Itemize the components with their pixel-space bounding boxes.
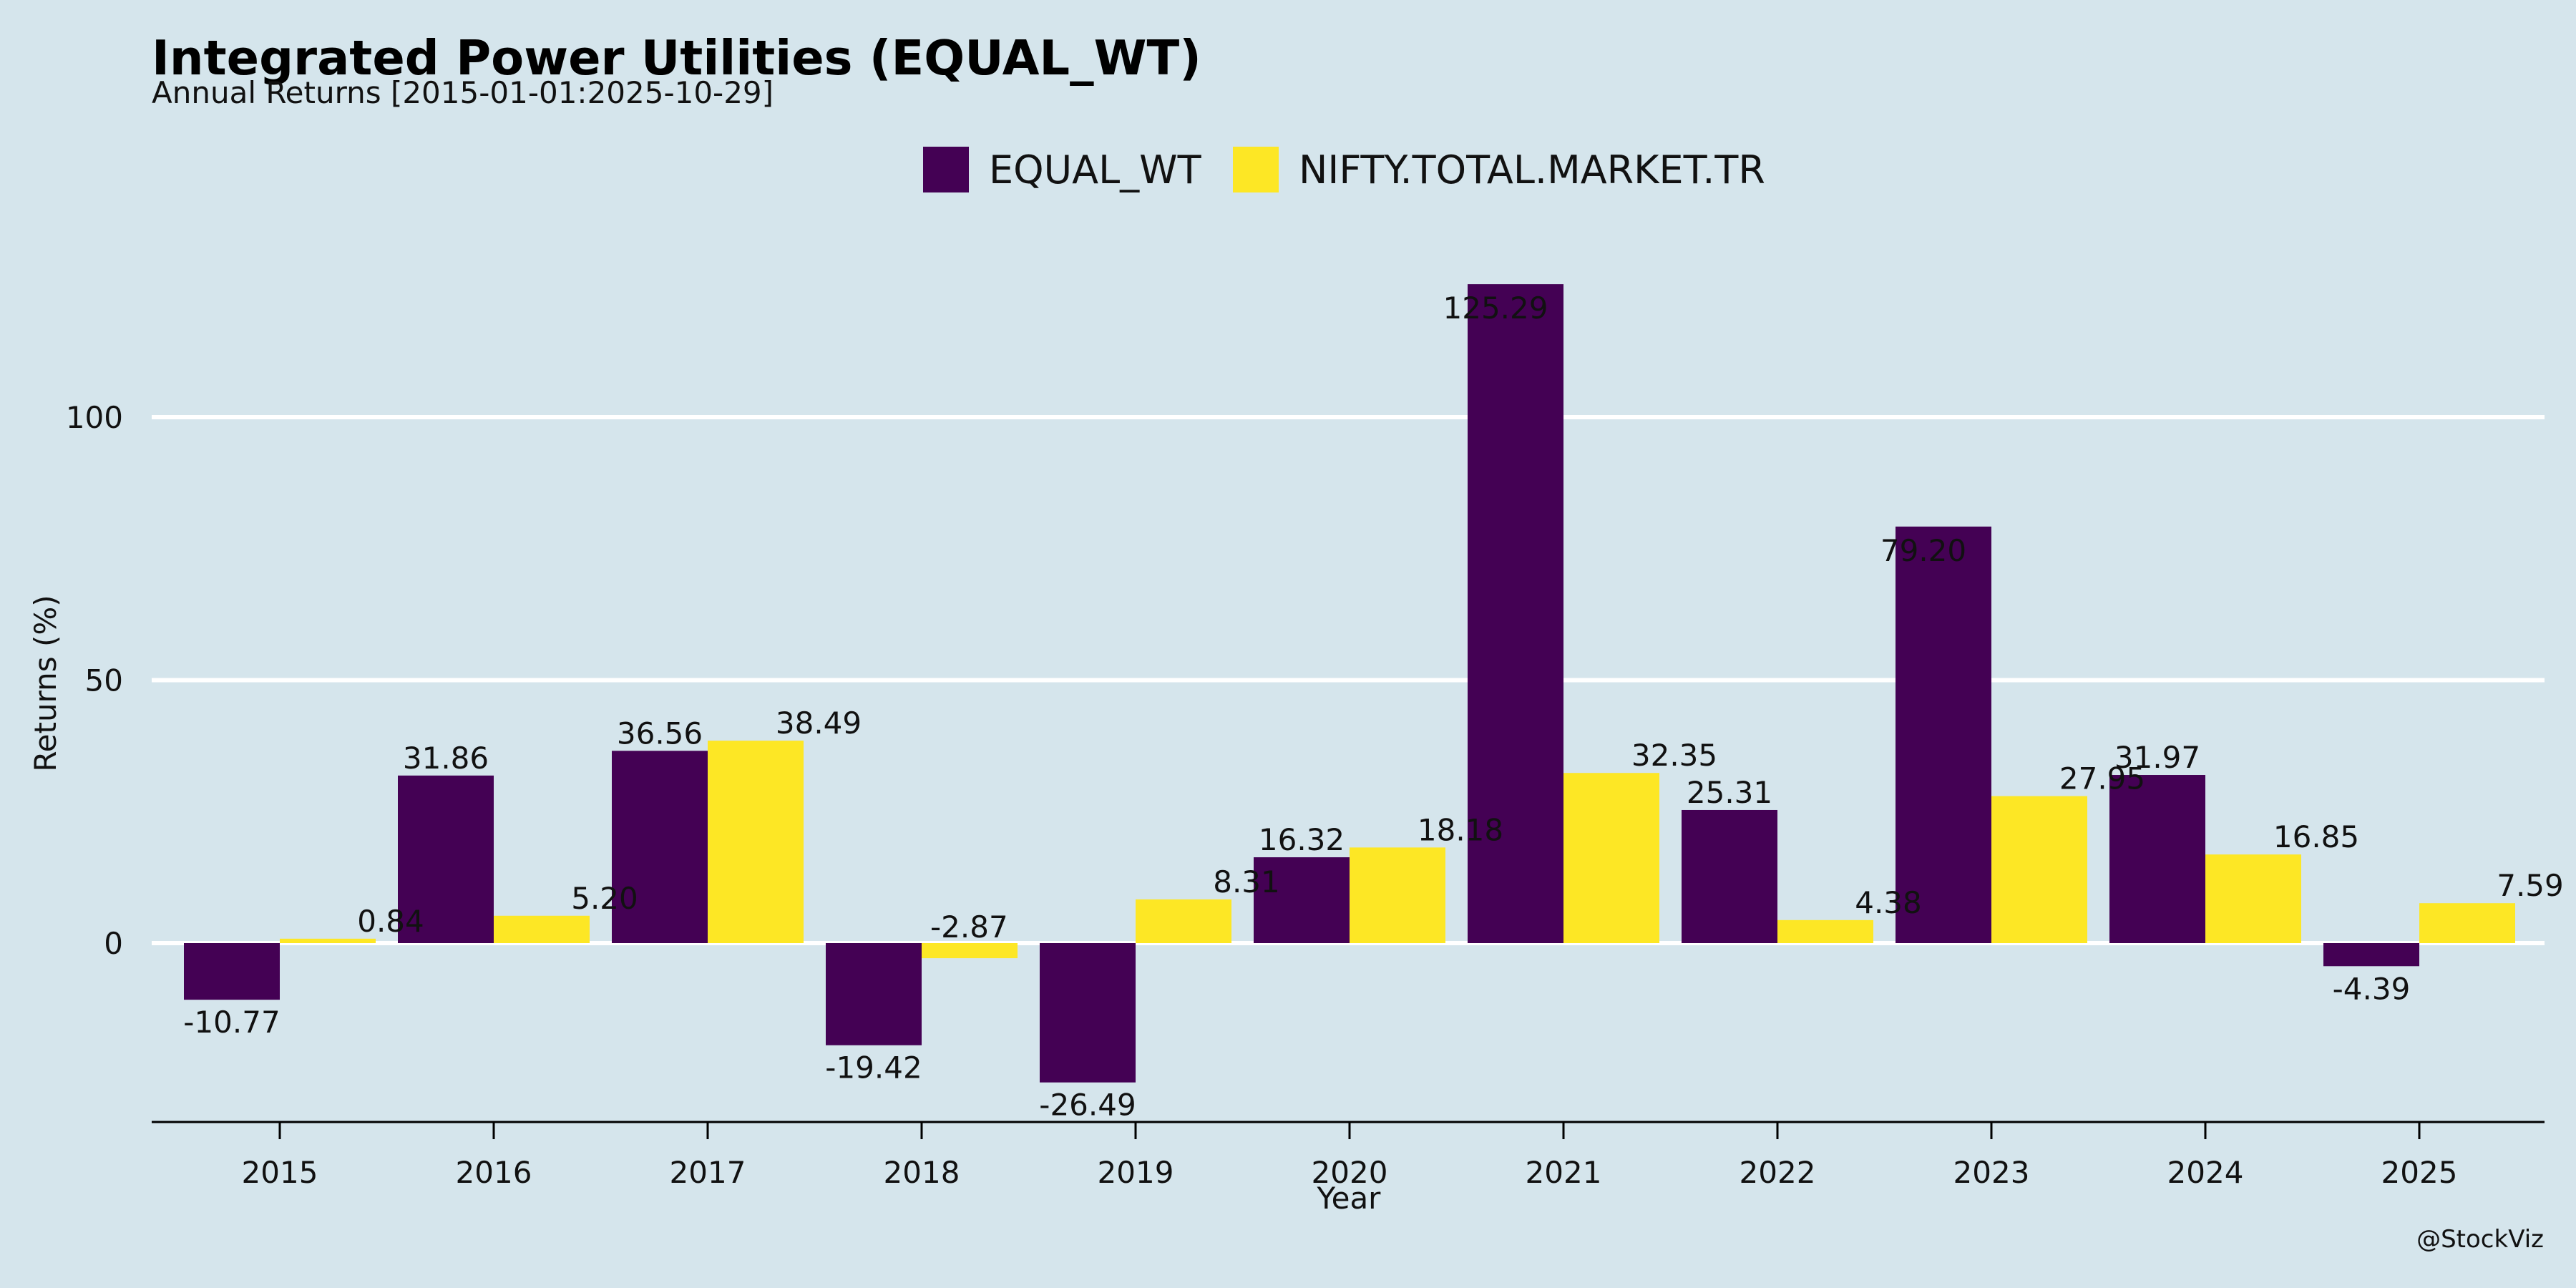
data-label-nifty-2018: -2.87 xyxy=(930,909,1008,945)
data-label-nifty-2015: 0.84 xyxy=(357,904,424,939)
x-tick-label-2023: 2023 xyxy=(1953,1155,2030,1190)
x-tick-label-2021: 2021 xyxy=(1526,1155,1602,1190)
data-label-nifty-2021: 32.35 xyxy=(1631,738,1717,773)
x-tick-label-2022: 2022 xyxy=(1740,1155,1816,1190)
legend-label-equal-wt: EQUAL_WT xyxy=(989,147,1202,192)
bar-nifty-2020 xyxy=(1350,847,1445,943)
data-label-equal-wt-2023: 79.20 xyxy=(1880,533,1966,568)
data-label-nifty-2024: 16.85 xyxy=(2273,819,2359,854)
data-label-equal-wt-2019: -26.49 xyxy=(1039,1088,1136,1123)
y-axis-label: Returns (%) xyxy=(28,595,63,771)
data-label-nifty-2023: 27.95 xyxy=(2059,761,2145,796)
bar-nifty-2022 xyxy=(1777,919,1873,943)
x-tick-label-2015: 2015 xyxy=(242,1155,318,1190)
bar-equal-wt-2017 xyxy=(612,751,708,943)
axes: 2015 2016 2017 2018 2019 2020 2021 2022 2023 2024… xyxy=(152,1121,2545,1190)
data-label-nifty-2016: 5.20 xyxy=(571,881,638,916)
bars xyxy=(184,284,2515,1083)
legend-swatch-equal-wt xyxy=(923,147,969,192)
x-tick-label-2016: 2016 xyxy=(456,1155,532,1190)
bar-equal-wt-2022 xyxy=(1682,809,1777,943)
data-label-nifty-2022: 4.38 xyxy=(1855,885,1922,920)
bar-nifty-2016 xyxy=(494,915,590,943)
chart-title: Integrated Power Utilities (EQUAL_WT) xyxy=(152,30,1201,86)
y-tick-label-0: 0 xyxy=(104,926,123,961)
bar-equal-wt-2020 xyxy=(1254,857,1350,943)
data-label-equal-wt-2024: 31.97 xyxy=(2114,740,2200,775)
bar-nifty-2025 xyxy=(2419,903,2515,943)
bar-nifty-2017 xyxy=(708,741,804,943)
legend: EQUAL_WT NIFTY.TOTAL.MARKET.TR xyxy=(923,147,1765,192)
data-label-equal-wt-2015: -10.77 xyxy=(183,1005,280,1040)
chart-subtitle: Annual Returns [2015-01-01:2025-10-29] xyxy=(152,75,774,110)
bar-equal-wt-2023 xyxy=(1896,526,1991,943)
data-label-equal-wt-2017: 36.56 xyxy=(617,716,703,751)
x-tick-label-2018: 2018 xyxy=(884,1155,960,1190)
x-tick-label-2024: 2024 xyxy=(2167,1155,2244,1190)
data-label-equal-wt-2021: 125.29 xyxy=(1443,291,1548,326)
bar-equal-wt-2024 xyxy=(2109,775,2205,943)
bar-equal-wt-2016 xyxy=(398,775,494,943)
data-label-equal-wt-2025: -4.39 xyxy=(2333,971,2411,1006)
legend-label-nifty: NIFTY.TOTAL.MARKET.TR xyxy=(1299,147,1765,192)
bar-nifty-2015 xyxy=(280,938,376,943)
data-label-equal-wt-2016: 31.86 xyxy=(403,741,489,776)
credit-text: @StockViz xyxy=(2416,1225,2544,1254)
x-tick-label-2020: 2020 xyxy=(1312,1155,1388,1190)
data-label-equal-wt-2022: 25.31 xyxy=(1687,775,1772,810)
legend-swatch-nifty xyxy=(1233,147,1279,192)
bar-equal-wt-2021 xyxy=(1468,284,1563,943)
data-label-equal-wt-2018: -19.42 xyxy=(825,1050,922,1085)
x-tick-label-2025: 2025 xyxy=(2381,1155,2458,1190)
data-labels: -10.77 31.86 36.56 -19.42 -26.49 16.32 125.29 2… xyxy=(183,291,2563,1123)
y-tick-label-50: 50 xyxy=(85,663,123,698)
x-tick-label-2019: 2019 xyxy=(1098,1155,1174,1190)
data-label-nifty-2025: 7.59 xyxy=(2497,868,2564,903)
y-tick-label-100: 100 xyxy=(66,400,123,435)
data-label-nifty-2020: 18.18 xyxy=(1418,812,1503,847)
bar-equal-wt-2015 xyxy=(184,943,280,1000)
data-label-nifty-2017: 38.49 xyxy=(776,706,862,741)
x-tick-label-2017: 2017 xyxy=(670,1155,746,1190)
bar-equal-wt-2025 xyxy=(2323,943,2419,967)
data-label-nifty-2019: 8.31 xyxy=(1213,864,1280,899)
bar-nifty-2023 xyxy=(1991,796,2087,943)
bar-equal-wt-2019 xyxy=(1040,943,1136,1083)
bar-nifty-2019 xyxy=(1136,899,1231,943)
bar-nifty-2021 xyxy=(1563,773,1659,943)
bar-nifty-2024 xyxy=(2205,854,2301,943)
data-label-equal-wt-2020: 16.32 xyxy=(1259,822,1345,857)
x-axis-label: Year xyxy=(1317,1181,1382,1216)
bar-nifty-2018 xyxy=(922,943,1018,959)
bar-equal-wt-2018 xyxy=(826,943,922,1045)
